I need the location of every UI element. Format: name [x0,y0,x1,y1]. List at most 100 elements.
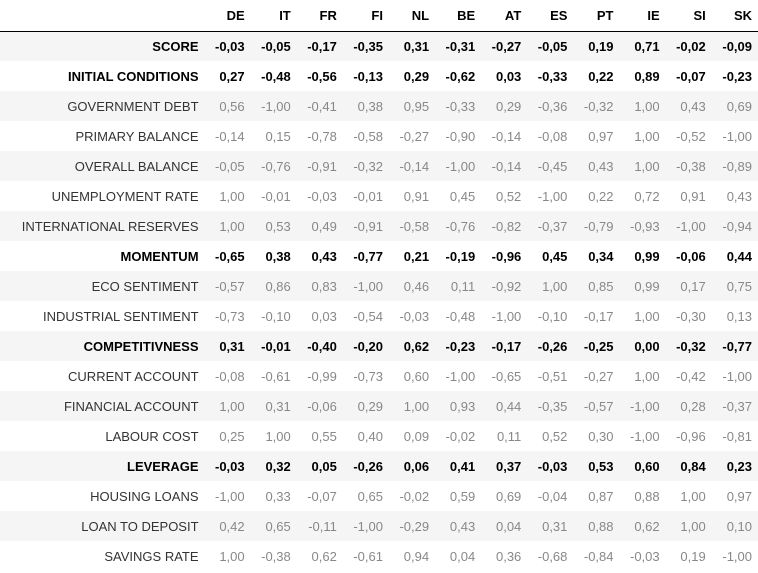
row-label: INTERNATIONAL RESERVES [0,211,205,241]
column-header-si: SI [665,0,712,32]
cell-value: -0,37 [711,391,758,421]
cell-value: -0,05 [250,31,297,61]
cell-value: -0,23 [435,331,482,361]
cell-value: 1,00 [619,91,666,121]
cell-value: 0,53 [250,211,297,241]
row-label: UNEMPLOYMENT RATE [0,181,205,211]
table-row: ECO SENTIMENT -0,57 0,86 0,83 -1,00 0,46 0,11-… [0,271,758,301]
row-label: OVERALL BALANCE [0,151,205,181]
cell-value: -0,54 [342,301,389,331]
cell-value: 0,27 [204,61,251,91]
cell-value: -1,00 [435,151,482,181]
cell-value: -0,33 [527,61,574,91]
cell-value: -0,61 [342,541,389,571]
cell-value: -0,32 [342,151,389,181]
cell-value: -0,76 [250,151,297,181]
cell-value: -0,68 [527,541,574,571]
row-label: COMPETITIVNESS [0,331,205,361]
cell-value: -0,35 [527,391,574,421]
cell-value: 0,84 [665,451,712,481]
cell-value: 0,88 [573,511,620,541]
cell-value: 0,72 [619,181,666,211]
cell-value: -0,02 [388,481,436,511]
cell-value: -0,17 [573,301,620,331]
cell-value: -0,30 [665,301,712,331]
cell-value: -0,38 [250,541,297,571]
cell-value: 0,03 [481,61,528,91]
header-row: DE IT FR FI NL BE AT ES PT IE SI SK [0,0,758,32]
cell-value: 0,91 [665,181,712,211]
cell-value: 0,43 [711,181,758,211]
cell-value: 0,99 [619,271,666,301]
cell-value: 0,43 [665,91,712,121]
cell-value: -0,42 [665,361,712,391]
cell-value: -0,01 [250,181,297,211]
cell-value: -0,27 [481,31,528,61]
row-label: SAVINGS RATE [0,541,205,571]
cell-value: -1,00 [342,271,389,301]
cell-value: 0,62 [388,331,436,361]
cell-value: -1,00 [342,511,389,541]
cell-value: 0,31 [250,391,297,421]
row-label: MOMENTUM [0,241,205,271]
cell-value: -1,00 [711,121,758,151]
cell-value: 0,93 [435,391,482,421]
cell-value: -0,57 [573,391,620,421]
cell-value: 0,75 [711,271,758,301]
cell-value: -0,08 [527,121,574,151]
table-row: OVERALL BALANCE -0,05 -0,76 -0,91 -0,32 -0,14… [0,151,758,181]
cell-value: 0,19 [573,31,620,61]
cell-value: 1,00 [665,511,712,541]
column-header-fr: FR [296,0,343,32]
cell-value: -0,62 [435,61,482,91]
row-label: CURRENT ACCOUNT [0,361,205,391]
cell-value: 0,87 [573,481,620,511]
cell-value: -0,93 [619,211,666,241]
cell-value: 0,44 [711,241,758,271]
row-label: HOUSING LOANS [0,481,205,511]
table-row: INITIAL CONDITIONS 0,27 -0,48 -0,56 -0,13 0,2… [0,61,758,91]
cell-value: -0,33 [435,91,482,121]
cell-value: -0,23 [711,61,758,91]
cell-value: 0,49 [296,211,343,241]
cell-value: -1,00 [527,181,574,211]
cell-value: 0,97 [711,481,758,511]
cell-value: -0,17 [296,31,343,61]
cell-value: -0,07 [665,61,712,91]
cell-value: 0,36 [481,541,528,571]
column-header-es: ES [527,0,574,32]
column-header-it: IT [250,0,297,32]
cell-value: -1,00 [711,541,758,571]
cell-value: 0,71 [619,31,666,61]
cell-value: 0,41 [435,451,482,481]
cell-value: 0,19 [665,541,712,571]
cell-value: 0,86 [250,271,297,301]
cell-value: 0,60 [388,361,436,391]
cell-value: 0,60 [619,451,666,481]
column-header-sk: SK [711,0,758,32]
cell-value: -0,29 [388,511,436,541]
cell-value: 0,65 [342,481,389,511]
cell-value: -0,40 [296,331,343,361]
row-label: INDUSTRIAL SENTIMENT [0,301,205,331]
cell-value: -0,11 [296,511,343,541]
cell-value: -0,58 [388,211,436,241]
cell-value: -0,05 [527,31,574,61]
cell-value: -0,61 [250,361,297,391]
cell-value: -0,37 [527,211,574,241]
cell-value: 1,00 [250,421,297,451]
cell-value: 0,10 [711,511,758,541]
cell-value: 0,29 [388,61,436,91]
cell-value: 1,00 [388,391,436,421]
cell-value: 0,85 [573,271,620,301]
table-row: HOUSING LOANS -1,00 0,33 -0,07 0,65 -0,02 0,59… [0,481,758,511]
cell-value: -0,14 [481,121,528,151]
cell-value: -1,00 [711,361,758,391]
cell-value: 0,22 [573,61,620,91]
cell-value: -0,03 [204,31,251,61]
table-row: GOVERNMENT DEBT 0,56 -1,00 -0,41 0,38 0,95 -0,… [0,91,758,121]
cell-value: -0,38 [665,151,712,181]
cell-value: -0,57 [204,271,251,301]
cell-value: -1,00 [619,421,666,451]
